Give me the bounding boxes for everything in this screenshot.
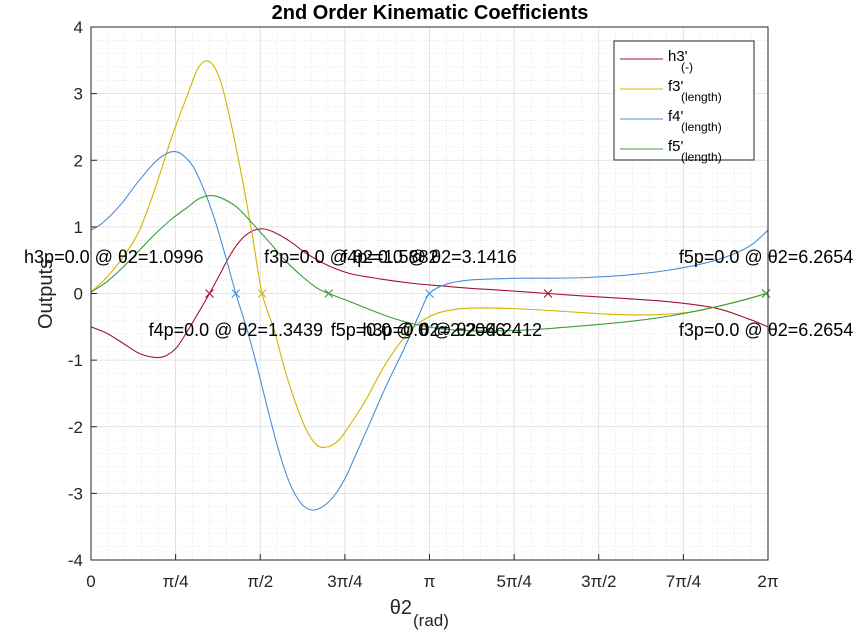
x-tick-label: 3π/2 <box>581 572 616 591</box>
zero-markers <box>205 289 771 298</box>
y-tick-label: -1 <box>68 351 83 370</box>
marker-stroke <box>231 289 241 298</box>
zero-marker <box>543 289 553 298</box>
x-tick-label: π/2 <box>247 572 273 591</box>
marker-stroke <box>761 289 771 298</box>
zero-annotation: f3p=0.0 @ θ2=6.2654 <box>679 320 853 340</box>
y-tick-label: 3 <box>74 85 83 104</box>
legend-label: h3' <box>668 48 688 65</box>
x-tick-label: 7π/4 <box>666 572 701 591</box>
x-axis-label: θ2 <box>390 597 412 619</box>
x-tick-label: 2π <box>757 572 778 591</box>
legend-item-f3: f3'(length) <box>620 78 722 104</box>
x-tick-label: π/4 <box>163 572 189 591</box>
legend-item-f4: f4'(length) <box>620 108 722 134</box>
minor-grid <box>91 27 768 560</box>
legend: h3'(-)f3'(length)f4'(length)f5'(length) <box>613 40 755 164</box>
x-tick-label: 0 <box>86 572 95 591</box>
series-line-h3 <box>91 228 768 359</box>
zero-marker <box>257 289 267 298</box>
zero-marker <box>425 289 434 298</box>
x-axis-label-subscript: (rad) <box>413 611 449 630</box>
zero-annotation: f3p=0.0 @ θ2=1.5882 <box>264 247 438 267</box>
y-tick-label: 2 <box>74 151 83 170</box>
legend-label-subscript: (length) <box>681 90 722 104</box>
y-tick-label: -3 <box>68 484 83 503</box>
annotations: h3p=0.0 @ θ2=1.0996 f3p=0.0 @ θ2=1.5882f4… <box>24 247 853 340</box>
marker-stroke <box>205 289 214 298</box>
y-axis: 4 3 2 1 0 -1 -2 -3 -4 <box>68 18 97 570</box>
y-tick-label: -2 <box>68 418 83 437</box>
y-tick-label: 1 <box>74 218 83 237</box>
zero-annotation: h3p=0.0 @ θ2=4.2412 <box>363 320 542 340</box>
zero-marker <box>761 289 771 298</box>
chart-title: 2nd Order Kinematic Coefficients <box>272 2 589 24</box>
legend-label: f5' <box>668 138 684 155</box>
legend-item-h3: h3'(-) <box>620 48 693 74</box>
legend-label-subscript: (length) <box>681 150 722 164</box>
zero-marker <box>231 289 241 298</box>
marker-stroke <box>257 289 267 298</box>
legend-label: f4' <box>668 108 684 125</box>
x-tick-label: 3π/4 <box>327 572 362 591</box>
y-axis-label: Outputs <box>35 259 57 329</box>
series-line-f3 <box>91 60 768 448</box>
zero-annotation: f4p=0.0 @ θ2=3.1416 <box>342 247 516 267</box>
x-tick-label: π <box>424 572 436 591</box>
x-axis: 0 π/4 π/2 3π/4 π 5π/4 3π/2 7π/4 2π <box>86 554 779 591</box>
y-tick-label: 0 <box>74 285 83 304</box>
legend-item-f5: f5'(length) <box>620 138 722 164</box>
legend-box <box>613 40 755 161</box>
marker-stroke <box>425 289 434 298</box>
series-line-f4 <box>91 150 768 511</box>
y-tick-label: -4 <box>68 551 83 570</box>
x-tick-label: 5π/4 <box>496 572 531 591</box>
legend-label: f3' <box>668 78 684 95</box>
zero-annotation: h3p=0.0 @ θ2=1.0996 <box>24 247 203 267</box>
zero-annotation: f4p=0.0 @ θ2=1.3439 <box>149 320 323 340</box>
zero-marker <box>324 289 334 298</box>
legend-label-subscript: (-) <box>681 60 693 74</box>
zero-annotation: f5p=0.0 @ θ2=2.2066 <box>331 320 505 340</box>
marker-stroke <box>543 289 553 298</box>
series-layer <box>91 60 768 511</box>
y-tick-label: 4 <box>74 18 83 37</box>
zero-annotation: f5p=0.0 @ θ2=6.2654 <box>679 247 853 267</box>
legend-label-subscript: (length) <box>681 120 722 134</box>
marker-stroke <box>324 289 334 298</box>
zero-marker <box>205 289 214 298</box>
series-line-f5 <box>91 194 768 332</box>
